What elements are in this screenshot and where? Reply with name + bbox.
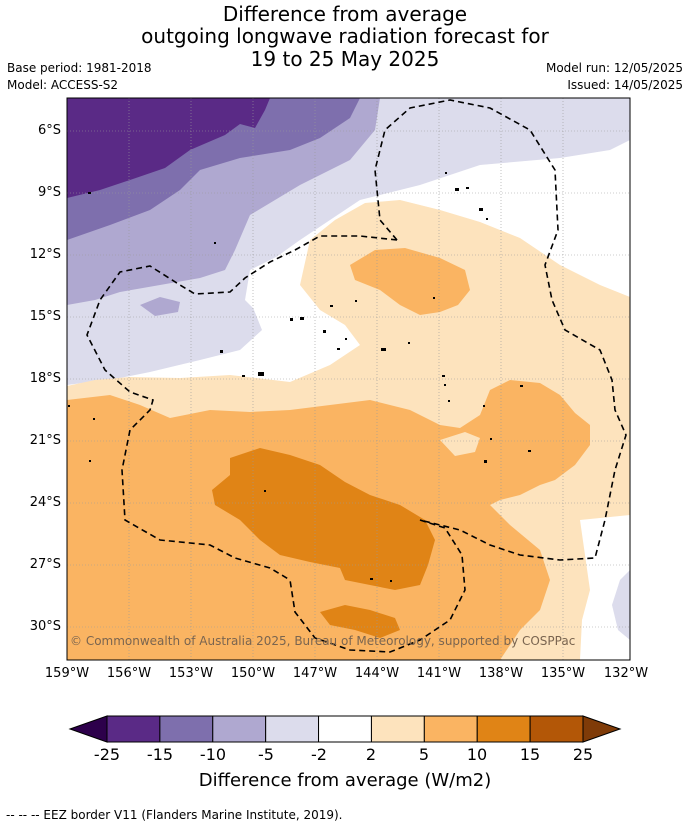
lon-label: 135°W — [540, 666, 586, 681]
colorbar-bin — [423, 715, 478, 743]
lon-label: 153°W — [168, 666, 214, 681]
colorbar-bin — [370, 715, 425, 743]
lon-label: 156°W — [106, 666, 152, 681]
colorbar-bin — [529, 715, 584, 743]
lat-label: 18°S — [29, 371, 61, 386]
contour-plus5-north — [350, 248, 470, 315]
colorbar-tick: -10 — [199, 745, 227, 764]
lon-label: 144°W — [354, 666, 400, 681]
lon-label: 147°W — [292, 666, 338, 681]
lon-label: 132°W — [603, 666, 649, 681]
map-title-line2: outgoing longwave radiation forecast for — [141, 24, 549, 48]
colorbar-tick: 5 — [418, 745, 430, 764]
contour-minus15 — [67, 98, 270, 198]
colorbar-tick: -15 — [146, 745, 174, 764]
lon-label: 159°W — [44, 666, 90, 681]
colorbar-bin — [318, 715, 372, 743]
copyright-notice: © Commonwealth of Australia 2025, Bureau… — [70, 634, 576, 648]
colorbar — [68, 715, 622, 743]
colorbar-label: Difference from average (W/m2) — [198, 770, 492, 791]
lat-label: 24°S — [29, 495, 61, 510]
eez-borders — [86, 99, 627, 653]
colorbar-tick: 25 — [572, 745, 594, 764]
colorbar-under-arrow — [68, 715, 108, 743]
map-frame — [66, 97, 631, 661]
lat-label: 9°S — [37, 185, 61, 200]
colorbar-over-arrow — [582, 715, 622, 743]
model-run: Model run: 12/05/2025 — [545, 61, 683, 75]
eez-legend-note: -- -- -- EEZ border V11 (Flanders Marine… — [6, 808, 343, 822]
colorbar-tick: 10 — [466, 745, 488, 764]
lon-label: 141°W — [416, 666, 462, 681]
contour-minus5-patch — [140, 297, 180, 316]
colorbar-bin — [265, 715, 320, 743]
lon-label: 150°W — [230, 666, 276, 681]
colorbar-tick: -25 — [93, 745, 121, 764]
contour-plus10-south — [320, 605, 400, 638]
contour-minus2-se — [612, 570, 630, 640]
lat-label: 21°S — [29, 433, 61, 448]
colorbar-tick: -2 — [311, 745, 327, 764]
lat-label: 6°S — [37, 123, 61, 138]
map-title-line3: 19 to 25 May 2025 — [250, 47, 440, 71]
islands — [68, 172, 531, 582]
lat-label: 27°S — [29, 557, 61, 572]
colorbar-bin — [476, 715, 531, 743]
model-name: Model: ACCESS-S2 — [7, 78, 119, 92]
colorbar-bin — [212, 715, 267, 743]
contour-plus10 — [212, 448, 435, 590]
contour-plus2-gap — [440, 432, 480, 456]
lat-label: 30°S — [29, 619, 61, 634]
contour-neutral-pocket — [245, 245, 310, 320]
lat-label: 15°S — [29, 309, 61, 324]
colorbar-bin — [106, 715, 161, 743]
base-period: Base period: 1981-2018 — [7, 61, 152, 75]
colorbar-bin — [159, 715, 214, 743]
lon-label: 138°W — [478, 666, 524, 681]
issued-date: Issued: 14/05/2025 — [567, 78, 683, 92]
lat-label: 12°S — [29, 247, 61, 262]
map-title-line1: Difference from average — [222, 2, 468, 26]
colorbar-tick: 15 — [519, 745, 541, 764]
colorbar-tick: 2 — [365, 745, 377, 764]
colorbar-tick: -5 — [258, 745, 274, 764]
